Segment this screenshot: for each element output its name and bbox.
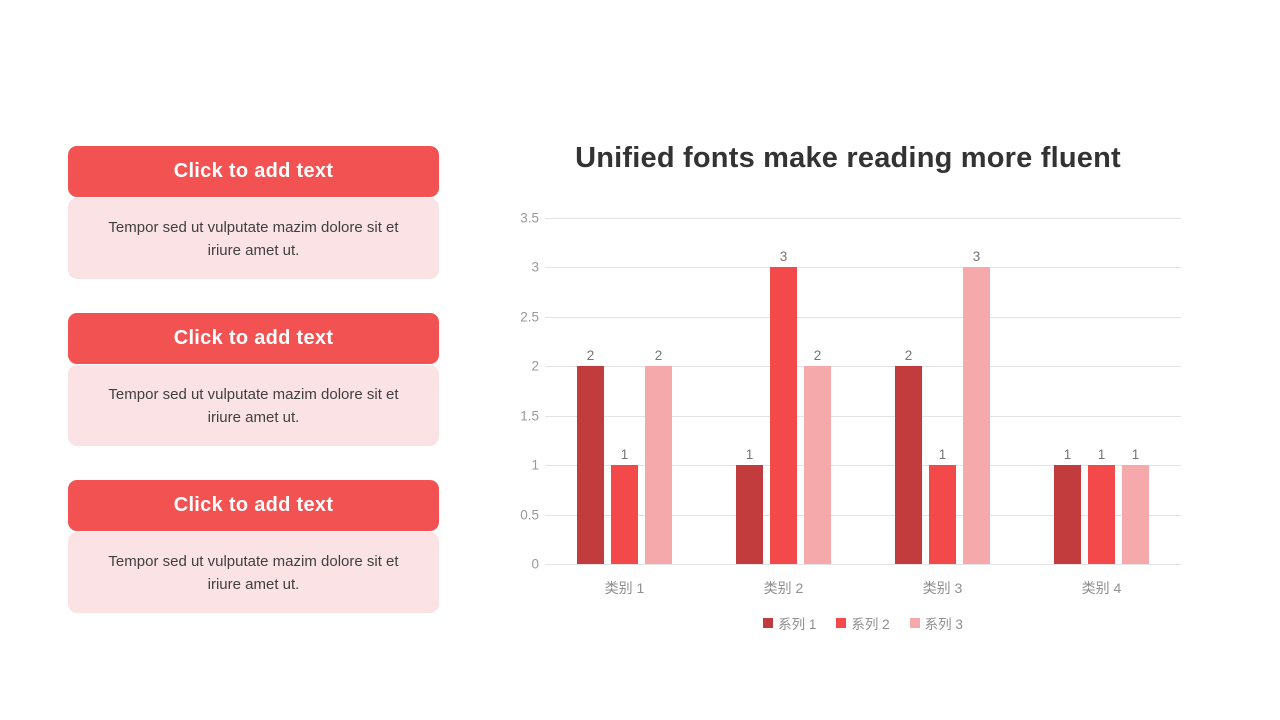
bar-column: 1 xyxy=(1088,446,1115,564)
legend-label: 系列 3 xyxy=(924,617,963,632)
bar xyxy=(736,465,763,564)
gridline xyxy=(545,415,1181,417)
bar-value-label: 2 xyxy=(904,348,913,364)
legend-item: 系列 3 xyxy=(909,613,963,633)
bar-group: 1 3 2 xyxy=(704,218,863,564)
x-axis-category-label: 类别 1 xyxy=(604,580,645,596)
y-axis-tick-label: 2 xyxy=(531,358,539,374)
bar-value-label: 1 xyxy=(620,447,629,463)
bar-column: 1 xyxy=(1054,446,1081,564)
y-axis-tick-label: 1.5 xyxy=(520,408,539,424)
bar xyxy=(611,465,638,564)
legend-label: 系列 2 xyxy=(851,617,890,632)
y-axis-tick-label: 0 xyxy=(531,556,539,572)
legend-item: 系列 1 xyxy=(763,613,816,633)
legend-swatch-icon xyxy=(763,618,774,628)
bar-chart-plot-area: 0 0.5 1 1.5 2 2.5 3 3.5 2 1 2 1 3 2 2 1 3 1 1 1 xyxy=(520,211,1181,572)
bar-group: 2 1 3 xyxy=(863,218,1022,564)
bar-value-label: 1 xyxy=(1131,447,1140,463)
bar-column: 3 xyxy=(963,248,990,564)
chart-legend: 系列 1 系列 2 系列 3 xyxy=(545,613,1181,633)
bar-column: 1 xyxy=(611,446,638,564)
add-text-button-2[interactable]: Click to add text xyxy=(68,313,439,364)
bar xyxy=(929,465,956,564)
bar-column: 2 xyxy=(577,347,604,564)
y-axis-tick-label: 0.5 xyxy=(520,507,539,523)
bar-column: 1 xyxy=(1122,446,1149,564)
text-box-1[interactable]: Tempor sed ut vulputate mazim dolore sit… xyxy=(68,198,439,279)
y-axis-tick-label: 2.5 xyxy=(520,309,539,325)
gridline xyxy=(545,514,1181,516)
text-block-2: Click to add text Tempor sed ut vulputat… xyxy=(68,313,439,446)
bar-value-label: 1 xyxy=(745,447,754,463)
bar xyxy=(1088,465,1115,564)
bar-column: 2 xyxy=(645,347,672,564)
bar-group: 1 1 1 xyxy=(1022,218,1181,564)
x-axis-labels: 类别 1 类别 2 类别 3 类别 4 xyxy=(545,578,1181,598)
bar xyxy=(895,366,922,564)
bar-column: 2 xyxy=(895,347,922,564)
chart-panel: Unified fonts make reading more fluent 0… xyxy=(509,140,1187,633)
gridline xyxy=(545,267,1181,269)
text-box-3[interactable]: Tempor sed ut vulputate mazim dolore sit… xyxy=(68,532,439,613)
bar xyxy=(963,267,990,564)
legend-swatch-icon xyxy=(909,618,920,628)
bar-value-label: 3 xyxy=(779,249,788,265)
bar xyxy=(804,366,831,564)
bar-value-label: 2 xyxy=(813,348,822,364)
y-axis-tick-label: 1 xyxy=(531,457,539,473)
text-box-2[interactable]: Tempor sed ut vulputate mazim dolore sit… xyxy=(68,365,439,446)
bar-value-label: 1 xyxy=(938,447,947,463)
bar-group: 2 1 2 xyxy=(545,218,704,564)
bar xyxy=(1122,465,1149,564)
gridline xyxy=(545,366,1181,368)
text-block-1: Click to add text Tempor sed ut vulputat… xyxy=(68,146,439,279)
bar xyxy=(1054,465,1081,564)
bar xyxy=(577,366,604,564)
bar-value-label: 2 xyxy=(654,348,663,364)
add-text-button-3[interactable]: Click to add text xyxy=(68,480,439,531)
x-axis-category-label: 类别 3 xyxy=(922,580,963,596)
bar-value-label: 1 xyxy=(1097,447,1106,463)
gridline xyxy=(545,465,1181,467)
bar-value-label: 3 xyxy=(972,249,981,265)
bar-value-label: 1 xyxy=(1063,447,1072,463)
legend-swatch-icon xyxy=(836,618,847,628)
gridline xyxy=(545,218,1181,219)
bar-column: 1 xyxy=(929,446,956,564)
gridline xyxy=(545,316,1181,318)
bar xyxy=(645,366,672,564)
bar-column: 1 xyxy=(736,446,763,564)
legend-item: 系列 2 xyxy=(836,613,890,633)
bar-column: 3 xyxy=(770,248,797,564)
bar xyxy=(770,267,797,564)
x-axis-category-label: 类别 2 xyxy=(763,580,804,596)
bar-column: 2 xyxy=(804,347,831,564)
y-axis-tick-label: 3.5 xyxy=(520,210,539,226)
bar-value-label: 2 xyxy=(586,348,595,364)
legend-label: 系列 1 xyxy=(778,617,817,632)
text-block-3: Click to add text Tempor sed ut vulputat… xyxy=(68,480,439,613)
add-text-button-1[interactable]: Click to add text xyxy=(68,146,439,197)
chart-title: Unified fonts make reading more fluent xyxy=(575,142,1121,174)
y-axis-tick-label: 3 xyxy=(531,259,539,275)
gridline xyxy=(545,564,1181,565)
x-axis-category-label: 类别 4 xyxy=(1081,580,1122,596)
